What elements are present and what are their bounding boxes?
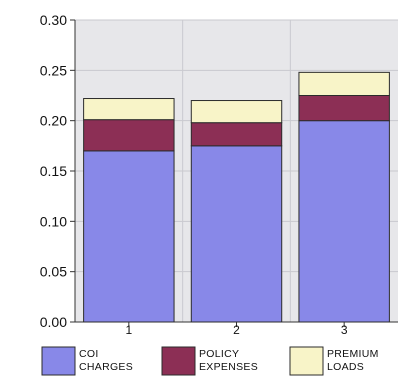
y-tick-label: 0.30	[40, 12, 67, 28]
y-tick-label: 0.00	[40, 314, 67, 330]
bar-segment-policy-expenses	[298, 95, 390, 122]
legend-swatch	[289, 346, 324, 376]
bar-segment-coi-charges	[190, 145, 283, 323]
bar-segment-premium-loads	[190, 100, 283, 124]
y-tick-label: 0.20	[40, 113, 67, 129]
y-tick-label: 0.25	[40, 62, 67, 78]
legend-label: COI	[79, 348, 99, 360]
legend-label: POLICY	[199, 348, 239, 360]
legend-label: LOADS	[327, 361, 364, 373]
x-tick-label: 2	[233, 323, 240, 337]
y-tick-label: 0.05	[40, 264, 67, 280]
legend-swatch	[161, 346, 196, 376]
bar-segment-premium-loads	[83, 98, 175, 121]
y-tick-label: 0.10	[40, 213, 67, 229]
bar-segment-policy-expenses	[83, 119, 175, 152]
legend-label: EXPENSES	[199, 361, 258, 373]
y-tick-label: 0.15	[40, 163, 67, 179]
x-tick-label: 1	[125, 323, 132, 337]
bar-segment-policy-expenses	[190, 122, 283, 147]
bar-segment-coi-charges	[83, 150, 175, 323]
bar-segment-premium-loads	[298, 71, 390, 96]
legend-swatch	[41, 346, 76, 376]
bar-segment-coi-charges	[298, 120, 390, 323]
x-tick-label: 3	[341, 323, 348, 337]
legend-label: CHARGES	[79, 361, 133, 373]
legend-label: PREMIUM	[327, 348, 379, 360]
